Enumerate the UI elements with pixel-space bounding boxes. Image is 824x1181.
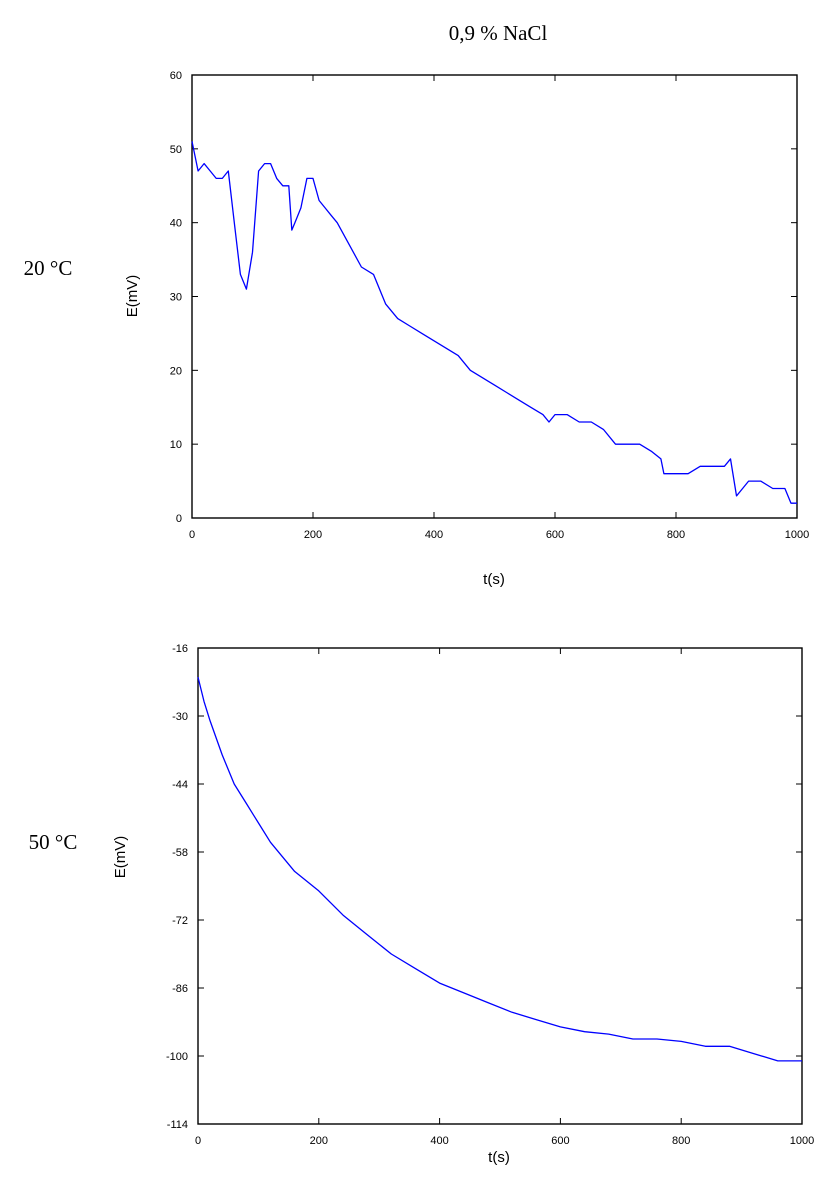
data-line-50c <box>197 676 802 1062</box>
y-tick-label-50c: -16 <box>172 643 188 655</box>
y-tick-label-50c: -114 <box>167 1119 188 1131</box>
y-tick-label-20c: 30 <box>170 292 182 304</box>
x-tick-label-50c: 1000 <box>790 1135 814 1147</box>
x-tick-label-50c: 600 <box>551 1135 569 1147</box>
x-tick-label-20c: 1000 <box>785 529 809 541</box>
data-line-20c <box>191 141 797 504</box>
x-axis-label-20c: t(s) <box>483 571 505 588</box>
x-tick-label-20c: 200 <box>304 529 322 541</box>
y-tick-label-50c: -100 <box>166 1051 188 1063</box>
y-axis-label-20c: E(mV) <box>124 275 141 318</box>
y-tick-label-50c: -86 <box>172 983 188 995</box>
temperature-label-20c: 20 °C <box>24 256 73 280</box>
x-tick-label-20c: 400 <box>425 529 443 541</box>
y-tick-label-50c: -44 <box>172 779 188 791</box>
x-tick-label-50c: 800 <box>672 1135 690 1147</box>
x-tick-label-20c: 600 <box>546 529 564 541</box>
temperature-label-50c: 50 °C <box>29 830 78 854</box>
y-tick-label-20c: 60 <box>170 70 182 82</box>
y-tick-label-20c: 0 <box>176 513 182 525</box>
plot-frame-20c <box>191 74 798 519</box>
page-title: 0,9 % NaCl <box>449 21 548 45</box>
x-axis-label-50c: t(s) <box>488 1149 510 1166</box>
y-tick-label-20c: 10 <box>170 439 182 451</box>
x-tick-label-50c: 200 <box>310 1135 328 1147</box>
x-tick-label-20c: 800 <box>667 529 685 541</box>
x-tick-label-20c: 0 <box>189 529 195 541</box>
y-tick-label-50c: -72 <box>172 915 188 927</box>
plot-frame-50c <box>197 647 803 1125</box>
x-tick-label-50c: 0 <box>195 1135 201 1147</box>
y-tick-label-50c: -30 <box>172 711 188 723</box>
y-tick-label-50c: -58 <box>172 847 188 859</box>
y-tick-label-20c: 40 <box>170 218 182 230</box>
chart-50c: 50 °C E(mV) t(s) 0 200 400 600 800 1000 -114 -1… <box>29 643 815 1166</box>
y-axis-label-50c: E(mV) <box>112 836 129 879</box>
x-tick-label-50c: 400 <box>430 1135 448 1147</box>
y-tick-label-20c: 50 <box>170 144 182 156</box>
chart-20c: 20 °C E(mV) t(s) 0 200 400 600 800 1000 0 10 20 3… <box>24 70 810 588</box>
y-tick-label-20c: 20 <box>170 365 182 377</box>
